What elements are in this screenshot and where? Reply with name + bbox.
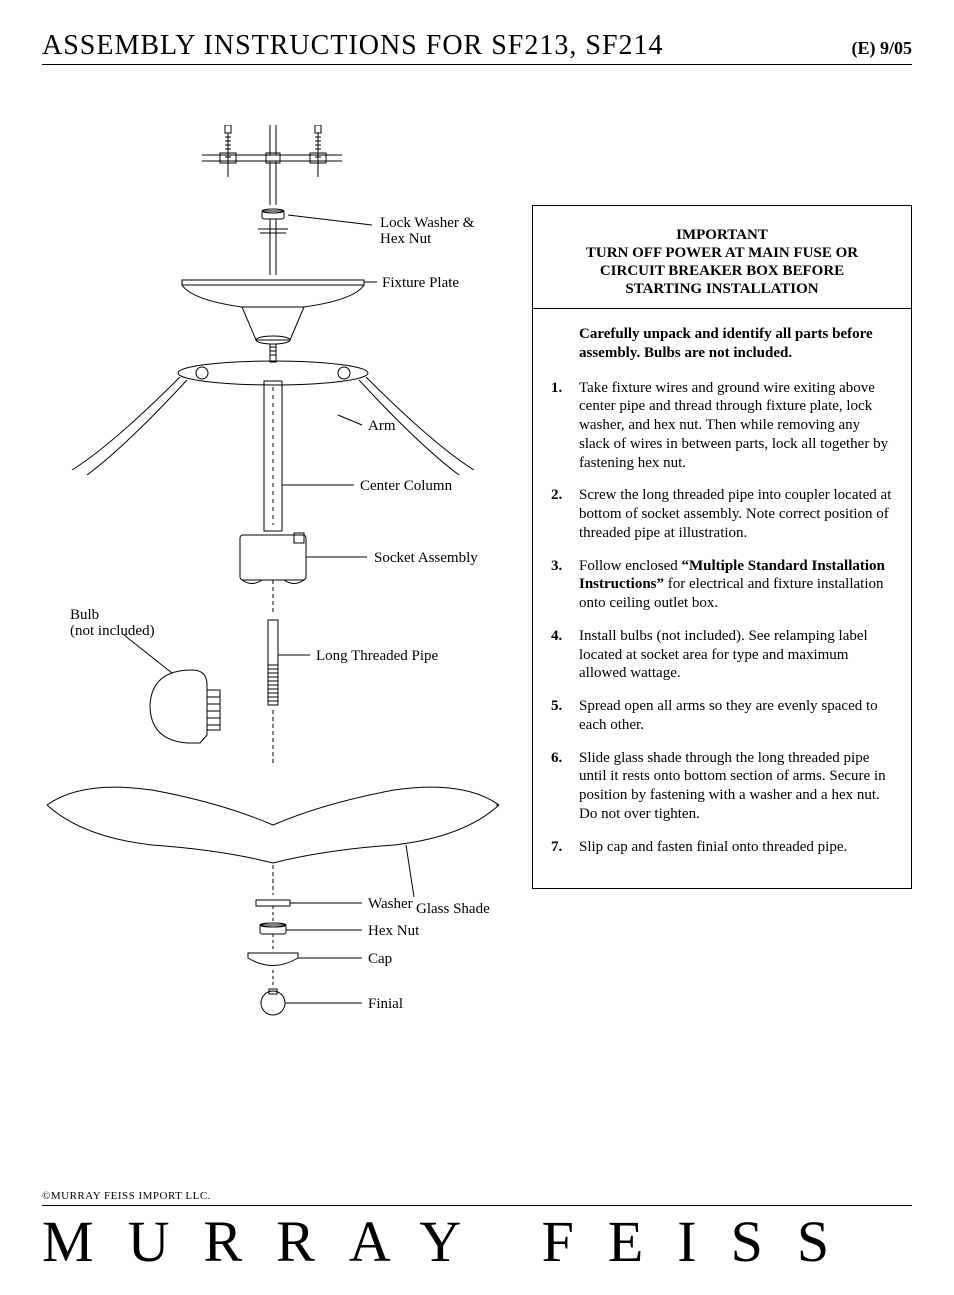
step-num: 6.	[551, 749, 579, 824]
step-6: 6. Slide glass shade through the long th…	[551, 749, 893, 824]
step-num: 7.	[551, 838, 579, 857]
step-text: Spread open all arms so they are evenly …	[579, 697, 893, 735]
label-arm: Arm	[368, 418, 396, 434]
step-3: 3. Follow enclosed “Multiple Standard In…	[551, 557, 893, 613]
assembly-diagram: Lock Washer & Hex Nut Fixture Plate Arm …	[42, 125, 502, 1090]
label-center-column: Center Column	[360, 478, 453, 494]
step-num: 1.	[551, 379, 579, 473]
step-text: Install bulbs (not included). See relamp…	[579, 627, 893, 683]
step-num: 4.	[551, 627, 579, 683]
label-hex-nut-top: Hex Nut	[380, 231, 432, 247]
label-bulb-note: (not included)	[70, 623, 155, 639]
warning-block: IMPORTANT TURN OFF POWER AT MAIN FUSE OR…	[533, 206, 911, 309]
step-4: 4. Install bulbs (not included). See rel…	[551, 627, 893, 683]
step-5: 5. Spread open all arms so they are even…	[551, 697, 893, 735]
step-1: 1. Take fixture wires and ground wire ex…	[551, 379, 893, 473]
label-hex-nut-bot: Hex Nut	[368, 923, 420, 939]
step-7: 7. Slip cap and fasten finial onto threa…	[551, 838, 893, 857]
label-washer: Washer	[368, 896, 413, 912]
important-body: TURN OFF POWER AT MAIN FUSE OR CIRCUIT B…	[563, 244, 881, 298]
label-glass-shade: Glass Shade	[416, 901, 490, 917]
step-text: Screw the long threaded pipe into couple…	[579, 486, 893, 542]
label-socket-assembly: Socket Assembly	[374, 550, 478, 566]
label-bulb: Bulb	[70, 607, 99, 623]
footer: ©MURRAY FEISS IMPORT LLC. MURRAY FEISS	[42, 1190, 912, 1275]
page-title: ASSEMBLY INSTRUCTIONS FOR SF213, SF214	[42, 30, 852, 62]
step-num: 3.	[551, 557, 579, 613]
step-text: Take fixture wires and ground wire exiti…	[579, 379, 893, 473]
step-text: Follow enclosed “Multiple Standard Insta…	[579, 557, 893, 613]
brand-logo: MURRAY FEISS	[42, 1208, 912, 1275]
step-text: Slide glass shade through the long threa…	[579, 749, 893, 824]
instruction-box: IMPORTANT TURN OFF POWER AT MAIN FUSE OR…	[532, 205, 912, 889]
header: ASSEMBLY INSTRUCTIONS FOR SF213, SF214 (…	[42, 30, 912, 65]
label-fixture-plate: Fixture Plate	[382, 275, 459, 291]
step-text: Slip cap and fasten finial onto threaded…	[579, 838, 893, 857]
label-cap: Cap	[368, 951, 392, 967]
label-lock-washer: Lock Washer &	[380, 215, 475, 231]
important-title: IMPORTANT	[563, 226, 881, 244]
copyright: ©MURRAY FEISS IMPORT LLC.	[42, 1190, 912, 1206]
label-long-pipe: Long Threaded Pipe	[316, 648, 439, 664]
unpack-note: Carefully unpack and identify all parts …	[579, 325, 893, 363]
label-finial: Finial	[368, 996, 403, 1012]
step-num: 5.	[551, 697, 579, 735]
step-2: 2. Screw the long threaded pipe into cou…	[551, 486, 893, 542]
revision-date: (E) 9/05	[852, 38, 913, 59]
step-num: 2.	[551, 486, 579, 542]
